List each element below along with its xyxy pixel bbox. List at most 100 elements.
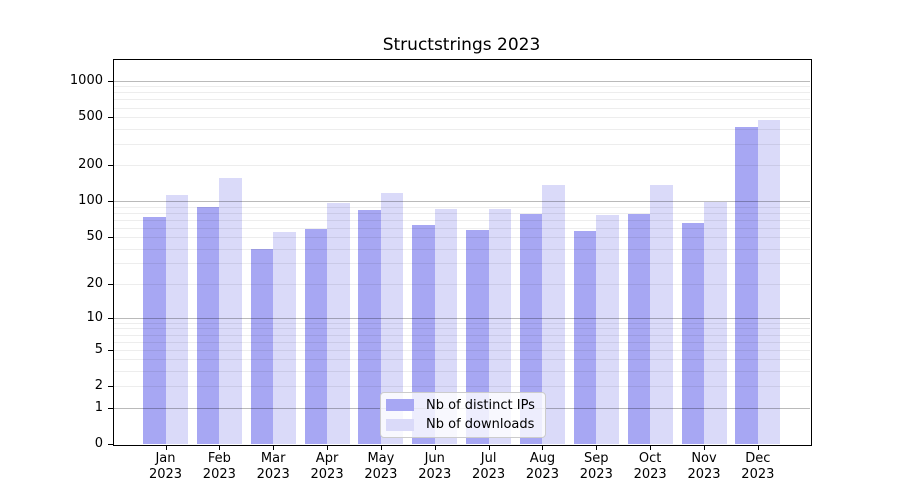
bar-downloads-mar (273, 232, 296, 444)
x-label-year: 2023 (579, 467, 613, 482)
legend-entry-downloads: Nb of downloads (386, 417, 545, 432)
gridline-minor-9 (113, 322, 810, 324)
y-tick-label-50: 50 (86, 229, 103, 245)
x-label-feb: Feb 2023 (183, 451, 255, 483)
x-label-sep: Sep 2023 (560, 451, 632, 483)
y-tick-20 (108, 283, 113, 285)
x-label-jul: Jul 2023 (453, 451, 525, 483)
legend-label-distinct-ips: Nb of distinct IPs (426, 397, 535, 413)
y-tick-50 (108, 237, 113, 239)
gridline-minor-70 (113, 219, 810, 221)
y-tick-label-200: 200 (78, 157, 103, 173)
bar-distinct-ips-jan (143, 216, 166, 444)
x-label-jan: Jan 2023 (130, 451, 202, 483)
bar-distinct-ips-nov (681, 222, 704, 444)
x-label-year: 2023 (687, 467, 721, 482)
y-tick-2 (108, 386, 113, 388)
x-label-month: Jun (424, 451, 445, 466)
x-tick-may (380, 445, 382, 450)
y-tick-10 (108, 317, 113, 319)
x-label-may: May 2023 (345, 451, 417, 483)
gridline-minor-600 (113, 107, 810, 109)
gridline-minor-300 (113, 143, 810, 145)
gridline-minor-400 (113, 128, 810, 130)
x-label-month: Aug (529, 451, 556, 466)
x-label-month: Dec (745, 451, 771, 466)
bar-distinct-ips-jun (412, 225, 435, 444)
x-label-year: 2023 (310, 467, 344, 482)
chart-title: Structstrings 2023 (382, 35, 541, 55)
gridline-major-100 (113, 201, 810, 203)
x-label-dec: Dec 2023 (722, 451, 794, 483)
x-label-month: Jul (480, 451, 497, 466)
x-label-nov: Nov 2023 (668, 451, 740, 483)
bar-distinct-ips-apr (304, 228, 328, 444)
bar-downloads-apr (327, 203, 350, 444)
y-tick-label-100: 100 (78, 193, 103, 209)
legend: Nb of distinct IPs Nb of downloads (380, 392, 546, 438)
y-tick-label-1000: 1000 (69, 72, 103, 88)
x-tick-sep (596, 445, 598, 450)
x-label-month: Jan (155, 451, 176, 466)
bar-downloads-nov (704, 201, 727, 444)
y-tick-label-20: 20 (86, 275, 103, 291)
gridline-minor-6 (113, 341, 810, 343)
bar-distinct-ips-oct (627, 214, 651, 444)
gridline-major-1000 (113, 80, 810, 82)
bar-distinct-ips-dec (735, 126, 758, 444)
bar-distinct-ips-may (358, 209, 381, 444)
gridline-minor-80 (113, 212, 810, 214)
x-label-month: Sep (584, 451, 609, 466)
y-tick-label-0: 0 (94, 436, 103, 451)
gridline-major-10 (113, 317, 810, 319)
gridline-minor-90 (113, 206, 810, 208)
y-tick-500 (108, 117, 113, 119)
y-tick-label-1: 1 (94, 399, 103, 415)
x-tick-oct (650, 445, 652, 450)
y-tick-1 (108, 407, 113, 409)
x-label-year: 2023 (148, 467, 183, 482)
bar-distinct-ips-aug (519, 214, 543, 444)
gridline-minor-2 (113, 386, 810, 388)
y-tick-label-2: 2 (94, 378, 103, 394)
x-label-aug: Aug 2023 (506, 451, 578, 483)
gridline-minor-200 (113, 165, 810, 167)
legend-entry-distinct-ips: Nb of distinct IPs (386, 398, 545, 413)
gridline-minor-3 (113, 371, 810, 373)
x-label-oct: Oct 2023 (614, 451, 686, 483)
bar-downloads-oct (650, 185, 673, 444)
bar-downloads-feb (219, 178, 242, 444)
gridline-minor-60 (113, 227, 810, 229)
gridline-minor-500 (113, 117, 810, 119)
gridline-minor-900 (113, 86, 810, 88)
y-tick-label-10: 10 (86, 309, 103, 325)
x-label-jun: Jun 2023 (399, 451, 471, 483)
x-label-month: Oct (638, 451, 662, 466)
y-tick-label-5: 5 (94, 341, 103, 357)
y-tick-1000 (108, 80, 113, 82)
x-tick-apr (327, 445, 329, 450)
x-tick-mar (273, 445, 275, 450)
bar-downloads-sep (596, 214, 619, 444)
x-label-year: 2023 (741, 467, 775, 482)
y-tick-label-500: 500 (78, 109, 103, 125)
gridline-minor-20 (113, 283, 810, 285)
bar-distinct-ips-feb (196, 206, 220, 444)
y-tick-0 (108, 444, 113, 445)
gridline-minor-40 (113, 248, 810, 250)
bar-downloads-jun (434, 209, 458, 444)
bar-distinct-ips-jul (466, 229, 489, 444)
x-tick-nov (704, 445, 705, 450)
bar-downloads-aug (542, 185, 565, 444)
y-tick-100 (108, 201, 113, 203)
legend-swatch-distinct-ips (386, 399, 414, 412)
x-label-year: 2023 (202, 467, 236, 482)
bar-downloads-jul (488, 208, 512, 444)
bar-downloads-jan (165, 195, 188, 444)
x-label-year: 2023 (472, 467, 506, 482)
y-tick-200 (108, 165, 113, 167)
x-label-month: Mar (260, 451, 286, 466)
x-label-mar: Mar 2023 (237, 451, 309, 483)
y-tick-5 (108, 349, 113, 351)
x-tick-feb (219, 445, 221, 450)
